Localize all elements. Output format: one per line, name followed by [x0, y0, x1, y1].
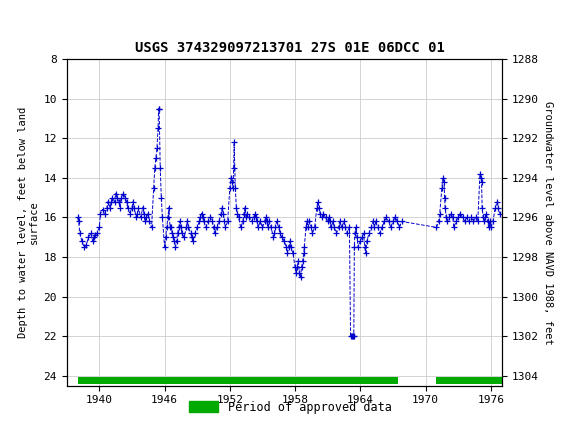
Y-axis label: Groundwater level above NAVD 1988, feet: Groundwater level above NAVD 1988, feet	[542, 101, 553, 344]
Text: USGS 374329097213701 27S 01E 06DCC 01: USGS 374329097213701 27S 01E 06DCC 01	[135, 41, 445, 55]
Text: ▣USGS: ▣USGS	[3, 10, 49, 25]
Legend: Period of approved data: Period of approved data	[184, 396, 396, 418]
Bar	[436, 377, 502, 384]
Bar	[78, 377, 398, 384]
Y-axis label: Depth to water level, feet below land
surface: Depth to water level, feet below land su…	[18, 107, 39, 338]
